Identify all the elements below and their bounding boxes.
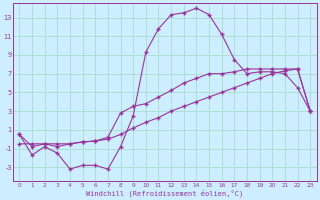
X-axis label: Windchill (Refroidissement éolien,°C): Windchill (Refroidissement éolien,°C)	[86, 189, 244, 197]
